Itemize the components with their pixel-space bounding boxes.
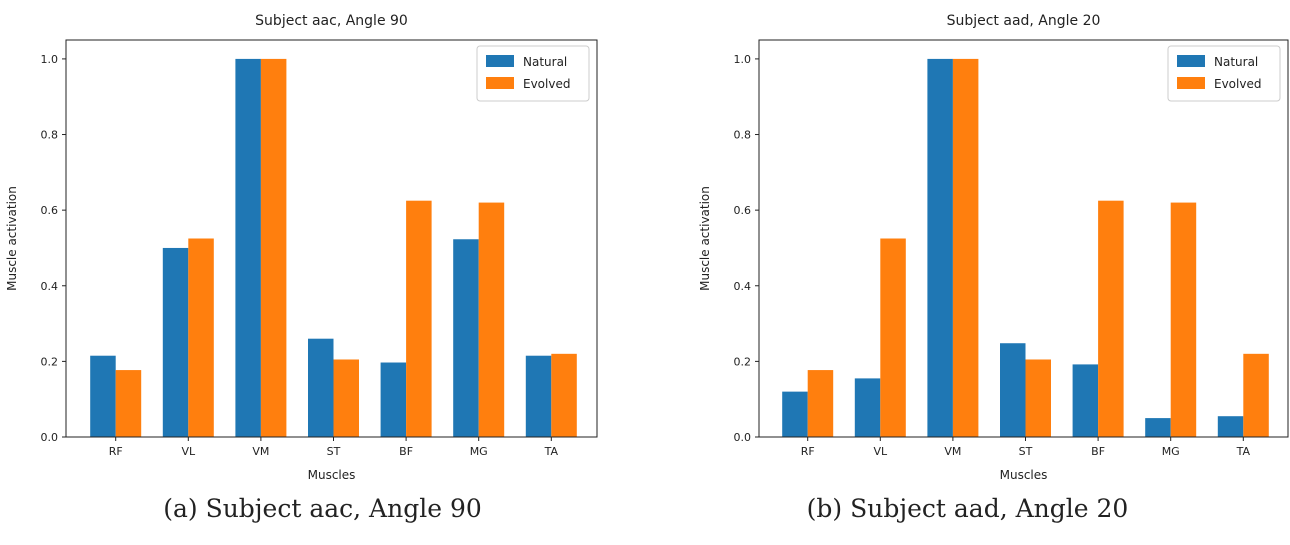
bar-chart-a: Subject aac, Angle 90 RF VL VM ST BF MG TA 0.0 0.… [5, 13, 598, 482]
bar-evolved-vm [952, 58, 979, 438]
bar-evolved-vl [880, 238, 906, 437]
bar-evolved-mg [478, 202, 505, 437]
bar-natural-vm [235, 58, 261, 438]
bar-evolved-st [1025, 359, 1051, 437]
x-tick-label-rf: RF [109, 445, 123, 458]
chart-title: Subject aac, Angle 90 [255, 13, 408, 29]
chart-panel-b: Subject aad, Angle 20 RF VL VM ST BF MG TA 0.0 0.… [645, 0, 1290, 545]
bar-evolved-rf [115, 370, 142, 437]
bar-evolved-st [333, 359, 359, 437]
legend: Natural Evolved [1167, 45, 1281, 102]
plot-frame [65, 39, 598, 438]
y-tick-label: 0.2 [41, 355, 59, 368]
legend-swatch-evolved [1177, 77, 1205, 89]
bar-natural-bf [380, 362, 407, 437]
legend-swatch-natural [486, 55, 514, 67]
y-axis-label: Muscle activation [5, 186, 19, 291]
legend-swatch-evolved [486, 77, 514, 89]
legend-label-evolved: Evolved [1214, 77, 1261, 91]
bar-natural-ta [525, 355, 552, 437]
y-tick-label: 0.0 [734, 431, 752, 444]
y-tick-label: 1.0 [41, 53, 59, 66]
plot-frame [758, 39, 1289, 438]
y-tick-label: 0.2 [734, 355, 752, 368]
bar-evolved-bf [1098, 200, 1124, 437]
caption-a: (a) Subject aac, Angle 90 [163, 494, 482, 523]
y-tick-label: 0.4 [734, 280, 752, 293]
y-tick-label: 0.6 [734, 204, 752, 217]
bar-evolved-vm [260, 58, 287, 438]
legend-label-natural: Natural [523, 55, 567, 69]
bar-evolved-vl [188, 238, 214, 437]
bar-natural-st [1000, 343, 1026, 437]
bar-natural-vl [854, 378, 881, 437]
y-axis-label: Muscle activation [698, 186, 712, 291]
x-tick-label-st: ST [327, 445, 341, 458]
bar-evolved-bf [406, 200, 432, 437]
bar-natural-ta [1217, 416, 1244, 437]
x-tick-label-vm: VM [944, 445, 961, 458]
legend-label-evolved: Evolved [523, 77, 570, 91]
y-tick-label: 0.8 [734, 129, 752, 142]
x-tick-label-mg: MG [1162, 445, 1180, 458]
chart-title: Subject aad, Angle 20 [947, 13, 1101, 29]
x-tick-label-ta: TA [1236, 445, 1251, 458]
bar-chart-b: Subject aad, Angle 20 RF VL VM ST BF MG TA 0.0 0.… [698, 13, 1289, 482]
y-tick-label: 0.4 [41, 280, 59, 293]
bar-natural-bf [1072, 364, 1099, 437]
x-axis-label: Muscles [308, 468, 356, 482]
bar-natural-vm [927, 58, 953, 438]
bar-evolved-mg [1170, 202, 1197, 437]
legend-swatch-natural [1177, 55, 1205, 67]
x-tick-label-st: ST [1019, 445, 1033, 458]
bar-natural-rf [90, 355, 116, 437]
x-tick-label-bf: BF [1091, 445, 1105, 458]
bar-natural-st [308, 338, 334, 437]
y-tick-label: 1.0 [734, 53, 752, 66]
bar-evolved-ta [551, 353, 577, 437]
caption-b: (b) Subject aad, Angle 20 [806, 494, 1129, 523]
bar-natural-rf [782, 391, 808, 437]
x-tick-label-bf: BF [399, 445, 413, 458]
bar-natural-mg [1145, 418, 1171, 437]
y-tick-label: 0.8 [41, 129, 59, 142]
x-axis-label: Muscles [1000, 468, 1048, 482]
x-tick-label-mg: MG [470, 445, 488, 458]
bar-natural-vl [162, 247, 189, 437]
x-tick-label-vm: VM [252, 445, 269, 458]
chart-panel-a: Subject aac, Angle 90 RF VL VM ST BF MG TA 0.0 0.… [5, 13, 598, 523]
x-tick-label-vl: VL [873, 445, 888, 458]
bar-natural-mg [453, 239, 479, 437]
y-tick-label: 0.0 [41, 431, 59, 444]
legend-label-natural: Natural [1214, 55, 1258, 69]
legend: Natural Evolved [476, 45, 590, 102]
bar-evolved-ta [1243, 353, 1269, 437]
y-tick-label: 0.6 [41, 204, 59, 217]
bar-evolved-rf [807, 370, 834, 437]
x-tick-label-rf: RF [801, 445, 815, 458]
x-tick-label-ta: TA [544, 445, 559, 458]
x-tick-label-vl: VL [181, 445, 196, 458]
